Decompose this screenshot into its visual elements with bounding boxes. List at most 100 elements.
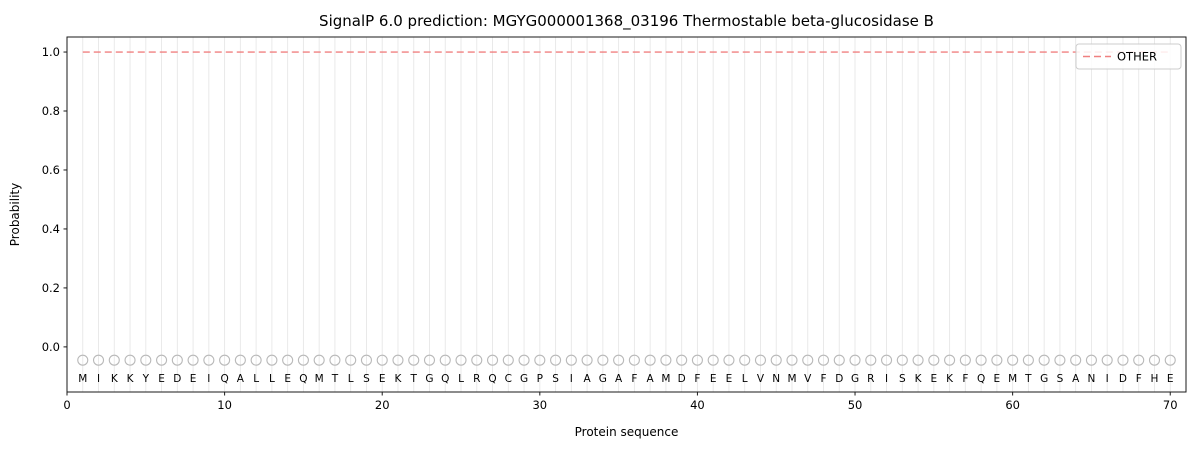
- residue-letter: L: [458, 373, 464, 385]
- x-tick-label: 70: [1163, 398, 1178, 412]
- residue-marker: [802, 354, 814, 366]
- residue-letter: E: [1167, 373, 1174, 385]
- residue-marker: [77, 354, 89, 366]
- residue-marker: [171, 354, 183, 366]
- residue-letter: M: [661, 373, 670, 385]
- residue-marker: [754, 354, 767, 366]
- x-tick-label: 20: [375, 398, 390, 412]
- x-tick-label: 10: [217, 398, 232, 412]
- residue-letter: K: [946, 373, 954, 385]
- residue-letter: I: [97, 373, 100, 385]
- chart-title: SignalP 6.0 prediction: MGYG000001368_03…: [319, 12, 934, 31]
- residue-letter: V: [804, 373, 812, 385]
- residue-letter: Q: [220, 373, 228, 385]
- residue-letter: E: [158, 373, 165, 385]
- residue-letter: F: [694, 373, 700, 385]
- residue-letter: S: [1057, 373, 1064, 385]
- residue-letter: E: [994, 373, 1001, 385]
- residue-marker: [644, 354, 656, 366]
- residue-letter: Y: [142, 373, 150, 385]
- residue-letter: Q: [441, 373, 449, 385]
- residue-letter: L: [742, 373, 748, 385]
- residue-letter: H: [1151, 373, 1159, 385]
- residue-marker: [92, 354, 105, 366]
- residue-letter: S: [899, 373, 906, 385]
- residue-marker: [833, 354, 845, 366]
- residue-letter: V: [757, 373, 765, 385]
- residue-marker: [739, 354, 751, 366]
- residue-marker: [329, 354, 341, 366]
- residue-letter: I: [207, 373, 210, 385]
- residue-letter: G: [1040, 373, 1048, 385]
- residue-marker: [534, 354, 546, 366]
- residue-marker: [1022, 354, 1034, 366]
- residue-marker: [1164, 354, 1176, 366]
- residue-marker: [219, 354, 231, 366]
- residue-letter: C: [505, 373, 512, 385]
- residue-marker: [156, 354, 168, 366]
- y-tick-label: 0.8: [42, 104, 60, 118]
- residue-marker: [1070, 354, 1082, 366]
- y-tick-label: 0.4: [42, 222, 60, 236]
- residue-letter: D: [173, 373, 181, 385]
- residue-marker: [203, 354, 215, 366]
- x-tick-label: 40: [690, 398, 705, 412]
- residue-letter: A: [237, 373, 245, 385]
- residue-marker: [660, 354, 672, 366]
- x-axis: 0 10 20 30 40 50 60 70: [63, 392, 1178, 412]
- residue-letter: N: [1088, 373, 1096, 385]
- residue-letter: F: [820, 373, 826, 385]
- residue-marker: [676, 354, 688, 366]
- residue-marker: [770, 354, 782, 366]
- residue-letter: Q: [299, 373, 307, 385]
- residue-letter: T: [331, 373, 339, 385]
- residue-letter: K: [395, 373, 403, 385]
- residue-markers: [77, 354, 1176, 366]
- residue-marker: [723, 354, 735, 366]
- residue-letter: P: [537, 373, 543, 385]
- residue-letter: E: [190, 373, 197, 385]
- residue-letter: G: [851, 373, 859, 385]
- grid: [82, 37, 1171, 392]
- legend-label: OTHER: [1117, 50, 1157, 64]
- residue-letter: M: [787, 373, 796, 385]
- residue-marker: [297, 354, 309, 366]
- residue-marker: [944, 354, 956, 366]
- residue-marker: [786, 354, 798, 366]
- residue-marker: [282, 354, 294, 366]
- residue-marker: [707, 354, 719, 366]
- residue-letter: D: [678, 373, 686, 385]
- axes-spines: [66, 36, 1187, 393]
- legend: OTHER: [1075, 43, 1182, 70]
- legend-box: [1075, 43, 1182, 70]
- residue-marker: [628, 354, 640, 366]
- residue-letter: M: [315, 373, 324, 385]
- residue-letter: K: [111, 373, 119, 385]
- y-tick-label: 0.6: [42, 163, 60, 177]
- x-axis-label: Protein sequence: [575, 425, 679, 439]
- residue-marker: [124, 354, 136, 366]
- residue-letter: I: [570, 373, 573, 385]
- residue-marker: [613, 354, 625, 366]
- residue-letter: R: [867, 373, 874, 385]
- residue-letter: D: [1119, 373, 1127, 385]
- residue-marker: [565, 354, 577, 366]
- residue-letter: F: [962, 373, 968, 385]
- residue-marker: [187, 354, 199, 366]
- residue-letter: Q: [977, 373, 985, 385]
- residue-marker: [392, 354, 404, 366]
- y-axis: 0.0 0.2 0.4 0.6 0.8 1.0: [42, 45, 67, 354]
- residue-letter: L: [269, 373, 275, 385]
- residue-marker: [439, 354, 451, 366]
- residue-letter: E: [931, 373, 938, 385]
- residue-letter: E: [710, 373, 717, 385]
- residue-letter: A: [584, 373, 592, 385]
- residue-marker: [1133, 354, 1145, 366]
- residue-marker: [581, 354, 593, 366]
- residue-letter: A: [1072, 373, 1080, 385]
- residue-letter: T: [410, 373, 418, 385]
- residue-marker: [471, 354, 483, 366]
- x-tick-label: 30: [532, 398, 547, 412]
